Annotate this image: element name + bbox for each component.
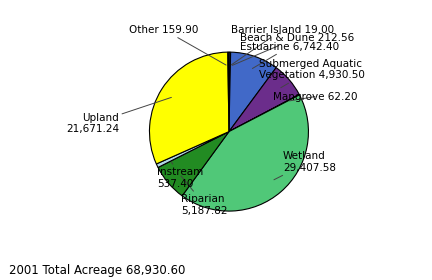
Wedge shape [228,52,229,132]
Wedge shape [149,52,229,164]
Text: Barrier Island 19.00: Barrier Island 19.00 [231,25,334,65]
Wedge shape [229,94,299,132]
Text: Wetland
29,407.58: Wetland 29,407.58 [274,151,336,180]
Wedge shape [182,95,308,211]
Wedge shape [158,132,229,196]
Wedge shape [229,52,276,132]
Text: Riparian
5,187.82: Riparian 5,187.82 [181,176,228,216]
Text: Instream
537.40: Instream 537.40 [157,162,203,188]
Wedge shape [229,68,299,132]
Text: Estuarine 6,742.40: Estuarine 6,742.40 [240,41,339,69]
Text: Other 159.90: Other 159.90 [129,25,226,65]
Text: Upland
21,671.24: Upland 21,671.24 [66,97,172,134]
Text: Beach & Dune 212.56: Beach & Dune 212.56 [232,33,354,65]
Text: Submerged Aquatic
Vegetation 4,930.50: Submerged Aquatic Vegetation 4,930.50 [259,59,365,88]
Text: 2001 Total Acreage 68,930.60: 2001 Total Acreage 68,930.60 [9,264,185,277]
Wedge shape [156,132,229,167]
Text: Mangrove 62.20: Mangrove 62.20 [273,92,357,102]
Wedge shape [229,52,231,132]
